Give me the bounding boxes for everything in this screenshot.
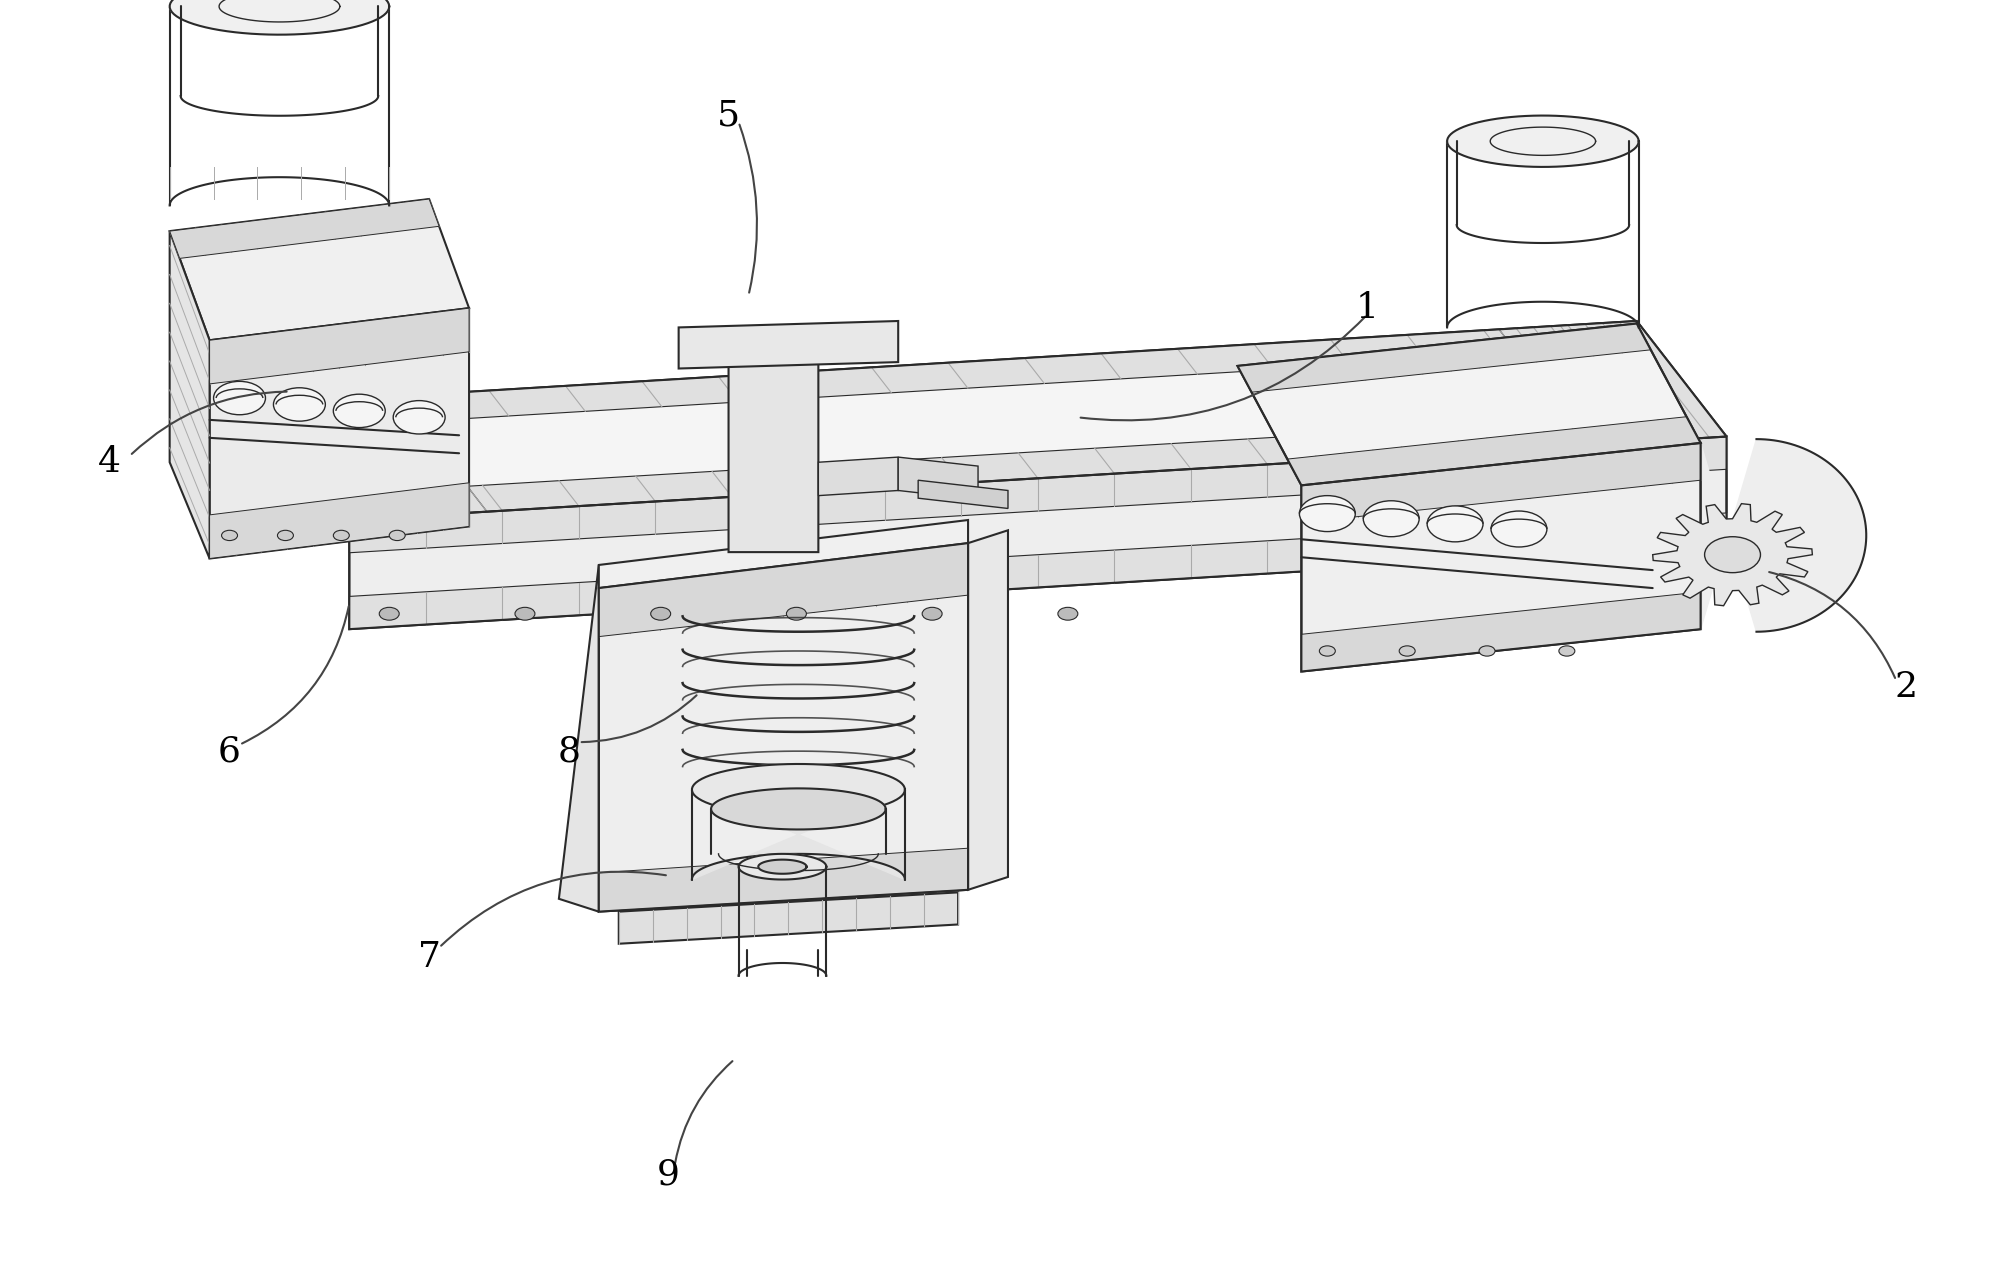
Polygon shape [1238,324,1651,392]
Polygon shape [349,437,1727,629]
Polygon shape [329,411,1727,520]
Polygon shape [1301,443,1701,523]
Polygon shape [259,321,1657,430]
Polygon shape [729,327,818,552]
Circle shape [922,607,942,620]
Text: 8: 8 [557,734,581,768]
Circle shape [277,530,293,541]
Polygon shape [818,457,898,496]
Polygon shape [1238,324,1701,485]
Circle shape [1705,537,1760,573]
Polygon shape [679,321,898,369]
Circle shape [379,607,399,620]
Text: 5: 5 [717,99,741,132]
Polygon shape [1301,443,1701,672]
Circle shape [1427,506,1483,542]
Polygon shape [170,231,210,559]
Circle shape [786,607,806,620]
Circle shape [1058,607,1078,620]
Polygon shape [1499,321,1727,446]
Polygon shape [349,437,1727,552]
Polygon shape [210,483,469,559]
Circle shape [1319,646,1335,656]
Text: 4: 4 [98,446,122,479]
Polygon shape [170,199,439,258]
Circle shape [222,530,238,541]
Circle shape [333,394,385,428]
Polygon shape [918,480,1008,508]
Circle shape [515,607,535,620]
Circle shape [1491,511,1547,547]
Text: 6: 6 [218,734,242,768]
Polygon shape [210,308,469,384]
Polygon shape [693,790,904,880]
Polygon shape [693,764,904,815]
Text: 9: 9 [657,1158,681,1192]
Text: 7: 7 [417,940,441,973]
Polygon shape [349,512,1727,629]
Polygon shape [599,520,968,588]
Polygon shape [739,854,826,880]
Circle shape [214,381,265,415]
Text: 1: 1 [1355,291,1379,325]
Polygon shape [259,321,1727,520]
Polygon shape [599,543,968,912]
Polygon shape [619,892,958,944]
Polygon shape [968,530,1008,890]
Circle shape [1299,496,1355,532]
Polygon shape [210,308,469,559]
Polygon shape [719,542,868,619]
Polygon shape [1287,417,1701,485]
Polygon shape [599,849,968,912]
Polygon shape [758,860,806,873]
Polygon shape [170,0,389,35]
Circle shape [333,530,349,541]
Polygon shape [711,788,886,829]
Polygon shape [898,457,978,499]
Circle shape [393,401,445,434]
Circle shape [1559,646,1575,656]
Circle shape [1479,646,1495,656]
Polygon shape [1653,503,1812,606]
Text: 2: 2 [1894,670,1918,704]
Polygon shape [559,565,599,912]
Polygon shape [259,395,487,520]
Circle shape [1363,501,1419,537]
Circle shape [651,607,671,620]
Polygon shape [1301,592,1701,672]
Polygon shape [1701,439,1866,632]
Polygon shape [599,543,968,637]
Circle shape [1399,646,1415,656]
Circle shape [389,530,405,541]
Polygon shape [170,199,469,340]
Polygon shape [1447,116,1639,167]
Circle shape [273,388,325,421]
